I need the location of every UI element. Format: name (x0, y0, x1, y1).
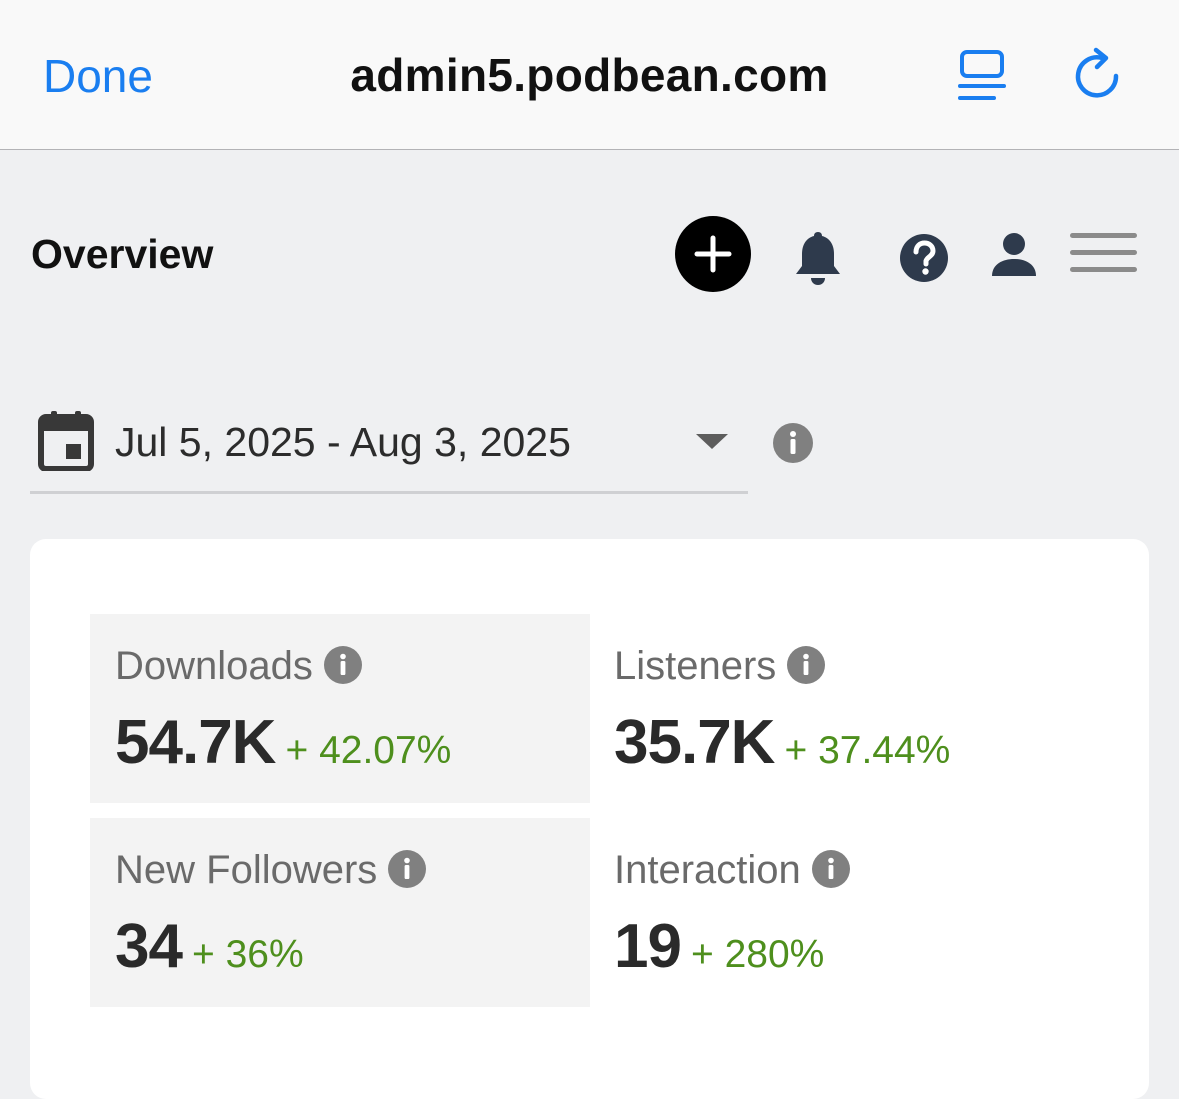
info-icon[interactable] (772, 422, 814, 464)
bell-icon[interactable] (793, 230, 843, 286)
stat-interaction: Interaction 19 + 280% (589, 818, 1089, 1007)
stat-label: Interaction (614, 848, 801, 892)
stat-change: + 36% (191, 933, 304, 976)
done-button[interactable]: Done (43, 50, 153, 102)
page-title: Overview (31, 231, 214, 277)
browser-toolbar: Done admin5.podbean.com (0, 0, 1179, 150)
hamburger-menu-icon[interactable] (1068, 230, 1140, 280)
caret-down-icon (696, 434, 728, 449)
stat-label: Downloads (115, 644, 313, 688)
stat-change: + 42.07% (285, 729, 452, 772)
url-title: admin5.podbean.com (350, 49, 829, 101)
info-icon[interactable] (323, 645, 363, 685)
stat-listeners: Listeners 35.7K + 37.44% (589, 614, 1089, 803)
calendar-icon (38, 411, 94, 472)
add-button[interactable] (675, 216, 751, 292)
user-icon[interactable] (991, 232, 1037, 278)
info-icon[interactable] (387, 849, 427, 889)
date-range-value: Jul 5, 2025 - Aug 3, 2025 (115, 419, 571, 465)
stat-downloads: Downloads 54.7K + 42.07% (90, 614, 590, 803)
plus-icon (694, 235, 732, 273)
question-icon[interactable] (899, 233, 949, 283)
stat-value: 19 (614, 912, 682, 981)
info-icon[interactable] (811, 849, 851, 889)
reader-view-icon[interactable] (956, 48, 1010, 104)
stat-new-followers: New Followers 34 + 36% (90, 818, 590, 1007)
stat-change: + 280% (690, 933, 825, 976)
date-range-select[interactable]: Jul 5, 2025 - Aug 3, 2025 (30, 405, 748, 494)
stat-value: 34 (115, 912, 183, 981)
stat-change: + 37.44% (784, 729, 951, 772)
stat-label: New Followers (115, 848, 378, 892)
stats-card: Downloads 54.7K + 42.07% Listeners 35.7K +… (30, 539, 1149, 1099)
reload-icon[interactable] (1072, 46, 1128, 106)
stat-label: Listeners (614, 644, 777, 688)
stat-value: 35.7K (614, 708, 775, 777)
stat-value: 54.7K (115, 708, 276, 777)
info-icon[interactable] (786, 645, 826, 685)
